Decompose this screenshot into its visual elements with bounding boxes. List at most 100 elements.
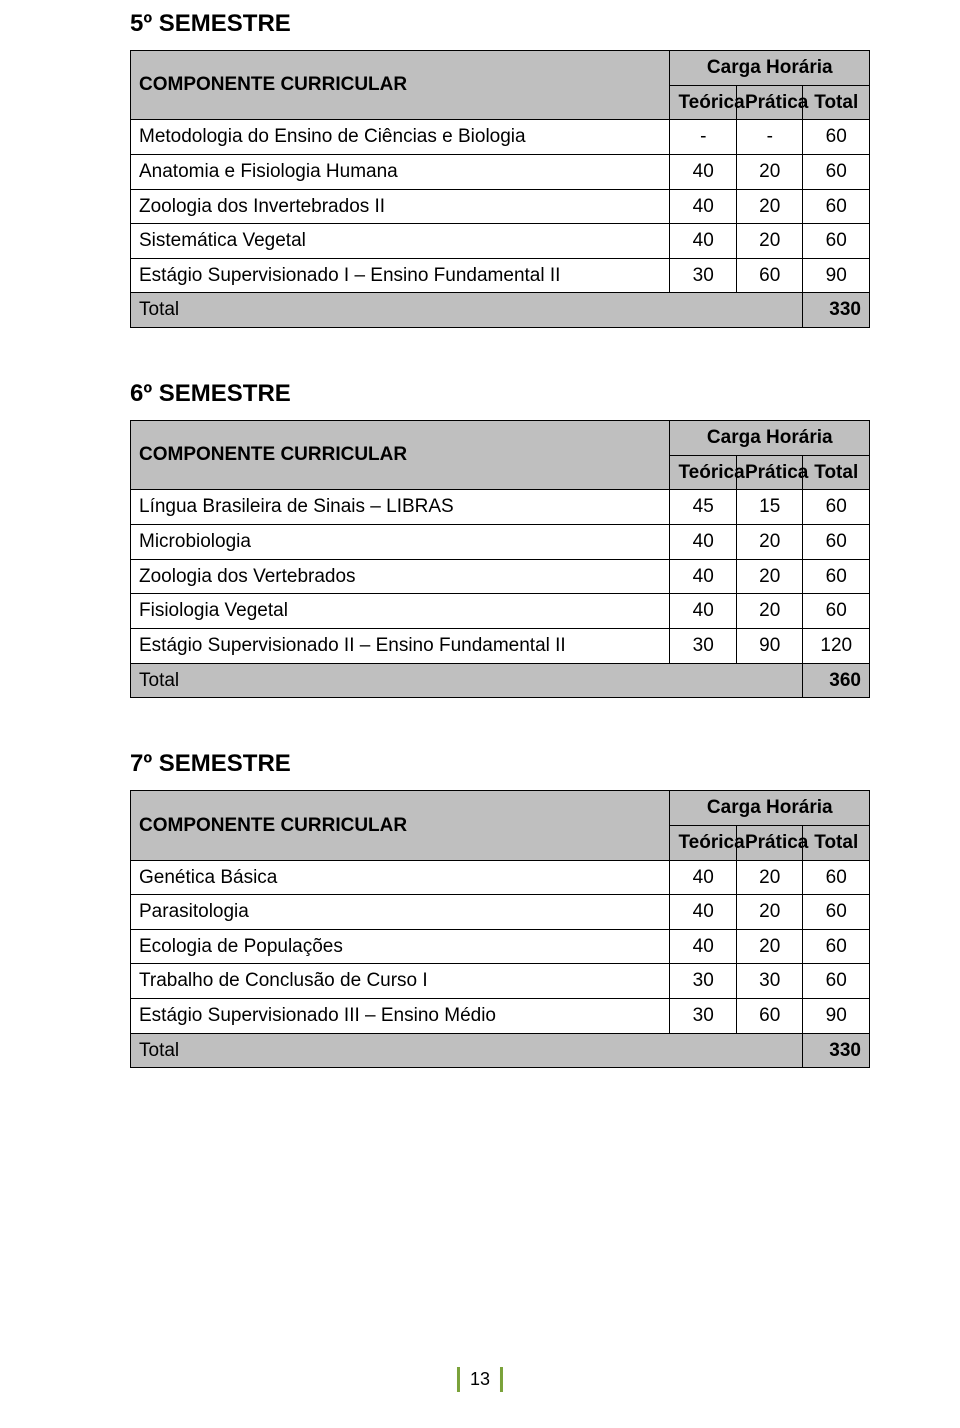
cell-name: Zoologia dos Invertebrados II	[131, 189, 670, 224]
table-header-row: COMPONENTE CURRICULAR Carga Horária	[131, 51, 870, 86]
cell-pratica: 20	[736, 189, 803, 224]
cell-total: 60	[803, 120, 870, 155]
cell-pratica: -	[736, 120, 803, 155]
table-row: Anatomia e Fisiologia Humana 40 20 60	[131, 154, 870, 189]
table-total-row: Total 360	[131, 663, 870, 698]
cell-name: Anatomia e Fisiologia Humana	[131, 154, 670, 189]
cell-teorica: 45	[670, 490, 737, 525]
cell-pratica: 20	[736, 559, 803, 594]
cell-total: 60	[803, 224, 870, 259]
cell-total: 60	[803, 559, 870, 594]
page-number: 13	[457, 1367, 503, 1392]
cell-name: Parasitologia	[131, 895, 670, 930]
cell-total: 90	[803, 258, 870, 293]
col-componente: COMPONENTE CURRICULAR	[131, 51, 670, 120]
cell-name: Estágio Supervisionado II – Ensino Funda…	[131, 628, 670, 663]
cell-pratica: 15	[736, 490, 803, 525]
table-header-row: COMPONENTE CURRICULAR Carga Horária	[131, 421, 870, 456]
cell-total: 90	[803, 999, 870, 1034]
col-total: Total	[803, 825, 870, 860]
table-row: Zoologia dos Invertebrados II 40 20 60	[131, 189, 870, 224]
cell-pratica: 20	[736, 154, 803, 189]
page-number-value: 13	[457, 1367, 503, 1392]
cell-teorica: 40	[670, 154, 737, 189]
col-teorica: Teórica	[670, 825, 737, 860]
semester-5-table: COMPONENTE CURRICULAR Carga Horária Teór…	[130, 50, 870, 328]
cell-teorica: 40	[670, 594, 737, 629]
table-total-row: Total 330	[131, 1033, 870, 1068]
table-row: Sistemática Vegetal 40 20 60	[131, 224, 870, 259]
total-label: Total	[131, 1033, 803, 1068]
cell-name: Sistemática Vegetal	[131, 224, 670, 259]
col-cargahoraria: Carga Horária	[670, 51, 870, 86]
cell-teorica: 40	[670, 189, 737, 224]
table-row: Metodologia do Ensino de Ciências e Biol…	[131, 120, 870, 155]
table-row: Estágio Supervisionado II – Ensino Funda…	[131, 628, 870, 663]
col-total: Total	[803, 455, 870, 490]
cell-name: Genética Básica	[131, 860, 670, 895]
cell-teorica: 40	[670, 559, 737, 594]
cell-total: 60	[803, 964, 870, 999]
cell-total: 60	[803, 929, 870, 964]
semester-7-heading: 7º SEMESTRE	[130, 750, 870, 778]
col-teorica: Teórica	[670, 85, 737, 120]
table-row: Microbiologia 40 20 60	[131, 525, 870, 560]
cell-total: 120	[803, 628, 870, 663]
cell-name: Ecologia de Populações	[131, 929, 670, 964]
cell-name: Metodologia do Ensino de Ciências e Biol…	[131, 120, 670, 155]
cell-name: Microbiologia	[131, 525, 670, 560]
cell-teorica: 40	[670, 895, 737, 930]
page-container: 5º SEMESTRE COMPONENTE CURRICULAR Carga …	[0, 0, 960, 1428]
cell-name: Fisiologia Vegetal	[131, 594, 670, 629]
cell-total: 60	[803, 154, 870, 189]
cell-name: Língua Brasileira de Sinais – LIBRAS	[131, 490, 670, 525]
total-label: Total	[131, 663, 803, 698]
semester-6-table: COMPONENTE CURRICULAR Carga Horária Teór…	[130, 420, 870, 698]
cell-pratica: 20	[736, 594, 803, 629]
col-pratica: Prática	[736, 85, 803, 120]
table-row: Fisiologia Vegetal 40 20 60	[131, 594, 870, 629]
semester-7-table: COMPONENTE CURRICULAR Carga Horária Teór…	[130, 790, 870, 1068]
col-pratica: Prática	[736, 455, 803, 490]
cell-teorica: -	[670, 120, 737, 155]
cell-pratica: 20	[736, 929, 803, 964]
col-cargahoraria: Carga Horária	[670, 421, 870, 456]
cell-teorica: 40	[670, 525, 737, 560]
table-row: Zoologia dos Vertebrados 40 20 60	[131, 559, 870, 594]
semester-6-heading: 6º SEMESTRE	[130, 380, 870, 408]
cell-name: Zoologia dos Vertebrados	[131, 559, 670, 594]
table-row: Estágio Supervisionado III – Ensino Médi…	[131, 999, 870, 1034]
total-value: 330	[803, 1033, 870, 1068]
cell-teorica: 40	[670, 224, 737, 259]
cell-total: 60	[803, 490, 870, 525]
table-row: Estágio Supervisionado I – Ensino Fundam…	[131, 258, 870, 293]
cell-total: 60	[803, 895, 870, 930]
cell-total: 60	[803, 860, 870, 895]
cell-pratica: 20	[736, 860, 803, 895]
table-row: Parasitologia 40 20 60	[131, 895, 870, 930]
cell-pratica: 20	[736, 895, 803, 930]
cell-teorica: 30	[670, 628, 737, 663]
cell-total: 60	[803, 189, 870, 224]
table-row: Língua Brasileira de Sinais – LIBRAS 45 …	[131, 490, 870, 525]
total-value: 360	[803, 663, 870, 698]
col-cargahoraria: Carga Horária	[670, 791, 870, 826]
total-label: Total	[131, 293, 803, 328]
cell-name: Trabalho de Conclusão de Curso I	[131, 964, 670, 999]
col-componente: COMPONENTE CURRICULAR	[131, 791, 670, 860]
cell-pratica: 60	[736, 258, 803, 293]
cell-pratica: 20	[736, 525, 803, 560]
cell-name: Estágio Supervisionado III – Ensino Médi…	[131, 999, 670, 1034]
total-value: 330	[803, 293, 870, 328]
semester-5-heading: 5º SEMESTRE	[130, 10, 870, 38]
cell-teorica: 40	[670, 860, 737, 895]
cell-total: 60	[803, 525, 870, 560]
table-header-row: COMPONENTE CURRICULAR Carga Horária	[131, 791, 870, 826]
cell-pratica: 90	[736, 628, 803, 663]
table-total-row: Total 330	[131, 293, 870, 328]
table-row: Ecologia de Populações 40 20 60	[131, 929, 870, 964]
cell-pratica: 30	[736, 964, 803, 999]
cell-pratica: 60	[736, 999, 803, 1034]
table-row: Genética Básica 40 20 60	[131, 860, 870, 895]
cell-name: Estágio Supervisionado I – Ensino Fundam…	[131, 258, 670, 293]
